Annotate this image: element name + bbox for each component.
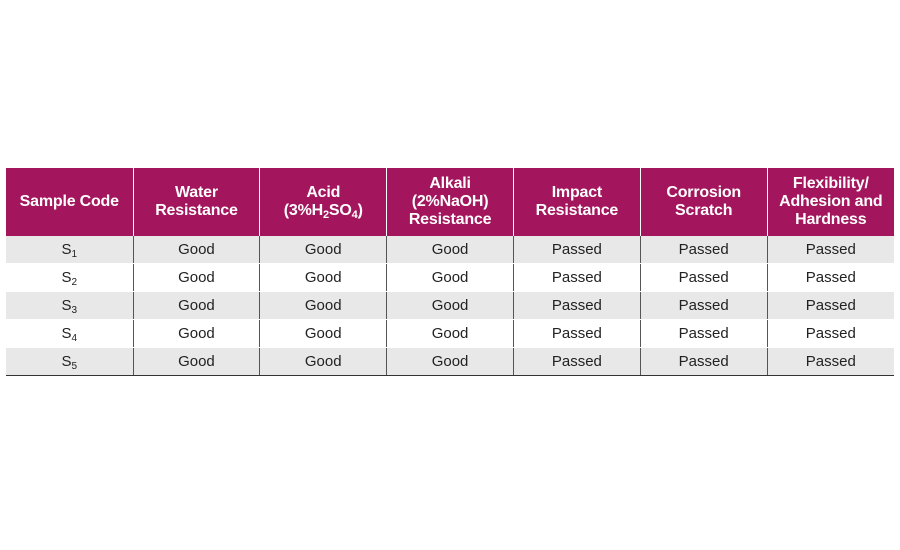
header-line: Adhesion and	[772, 193, 890, 211]
table-cell: Good	[259, 236, 387, 264]
header-text: Hardness	[795, 211, 867, 228]
table-cell: Good	[259, 347, 387, 376]
header-line: (3%H2SO4)	[264, 202, 382, 221]
table-cell: Passed	[512, 263, 641, 292]
table-cell: Passed	[766, 236, 894, 264]
table-cell: Passed	[639, 291, 768, 320]
table-cell: Good	[386, 263, 514, 292]
header-line: Resistance	[391, 211, 509, 229]
table-cell: Good	[386, 347, 514, 376]
table-body: S1 Good Good Good Passed Passed Passed S2 Good Go…	[6, 236, 894, 376]
table-cell: Passed	[512, 236, 641, 264]
table-cell: Passed	[639, 236, 768, 264]
table-cell: Passed	[512, 291, 641, 320]
header-text: SO	[328, 202, 352, 219]
header-subscript: 4	[351, 209, 358, 221]
results-table: Sample Code Water Resistance Acid (3%H2SO4) A…	[6, 168, 894, 376]
header-text: Resistance	[408, 211, 492, 228]
table-cell: Good	[386, 291, 514, 320]
sample-code-subscript: 5	[71, 361, 78, 372]
header-acid: Acid (3%H2SO4)	[259, 168, 387, 236]
header-text: Sample Code	[19, 193, 119, 210]
table-cell: Good	[259, 291, 387, 320]
table-row: S2 Good Good Good Passed Passed Passed	[6, 263, 894, 292]
table-cell: Passed	[766, 347, 894, 376]
table-cell: Good	[132, 319, 260, 348]
header-line: Resistance	[518, 202, 636, 220]
header-impact-resistance: Impact Resistance	[512, 168, 641, 236]
table-cell: Passed	[639, 347, 768, 376]
header-line: Flexibility/	[772, 175, 890, 193]
table-cell: Good	[259, 263, 387, 292]
header-text: Acid	[306, 184, 341, 201]
table-cell: Good	[132, 347, 260, 376]
table-cell: Good	[386, 236, 514, 264]
table-cell: Good	[386, 319, 514, 348]
table-cell: Passed	[512, 347, 641, 376]
header-line: Water	[138, 184, 256, 202]
header-text: )	[357, 202, 363, 219]
header-line: (2%NaOH)	[391, 193, 509, 211]
sample-code-text: S	[61, 325, 72, 342]
header-text: Flexibility/	[792, 175, 869, 192]
header-line: Scratch	[645, 202, 763, 220]
sample-code-subscript: 4	[71, 333, 78, 344]
table-row: S3 Good Good Good Passed Passed Passed	[6, 291, 894, 320]
sample-code-subscript: 3	[71, 305, 78, 316]
table-header: Sample Code Water Resistance Acid (3%H2SO4) A…	[6, 168, 894, 236]
header-subscript: 2	[323, 209, 329, 221]
header-text: (3%H	[283, 202, 323, 219]
sample-code-subscript: 1	[71, 249, 78, 260]
sample-code-text: S	[61, 241, 72, 258]
header-sample-code: Sample Code	[6, 168, 134, 236]
table-cell: Passed	[639, 319, 768, 348]
header-corrosion-scratch: Corrosion Scratch	[639, 168, 768, 236]
header-line: Hardness	[772, 211, 890, 229]
header-text: Scratch	[675, 202, 733, 219]
header-text: Alkali	[429, 175, 471, 192]
sample-code-cell: S5	[6, 347, 134, 376]
sample-code-cell: S1	[6, 236, 134, 264]
table-row: S1 Good Good Good Passed Passed Passed	[6, 236, 894, 264]
table-cell: Passed	[766, 319, 894, 348]
header-alkali-resistance: Alkali (2%NaOH) Resistance	[386, 168, 514, 236]
header-text: Water	[175, 184, 218, 201]
header-text: Resistance	[155, 202, 238, 219]
header-text: (2%NaOH)	[411, 193, 489, 210]
table-cell: Good	[132, 236, 260, 264]
header-line: Acid	[264, 184, 382, 202]
header-water-resistance: Water Resistance	[132, 168, 260, 236]
table-cell: Good	[259, 319, 387, 348]
sample-code-subscript: 2	[71, 277, 78, 288]
table-row: S5 Good Good Good Passed Passed Passed	[6, 347, 894, 376]
header-text: Adhesion and	[779, 193, 883, 210]
table-cell: Good	[132, 291, 260, 320]
header-text: Resistance	[535, 202, 619, 219]
table-cell: Passed	[766, 291, 894, 320]
table-row: S4 Good Good Good Passed Passed Passed	[6, 319, 894, 348]
table-cell: Passed	[512, 319, 641, 348]
header-line: Corrosion	[645, 184, 763, 202]
header-flexibility-adhesion-hardness: Flexibility/Adhesion and Hardness	[766, 168, 894, 236]
sample-code-text: S	[61, 353, 72, 370]
header-line: Impact	[518, 184, 636, 202]
sample-code-cell: S4	[6, 319, 134, 348]
sample-code-text: S	[61, 269, 72, 286]
sample-code-cell: S2	[6, 263, 134, 292]
header-line: Resistance	[138, 202, 256, 220]
header-row: Sample Code Water Resistance Acid (3%H2SO4) A…	[6, 168, 894, 236]
sample-code-cell: S3	[6, 291, 134, 320]
header-text: Impact	[551, 184, 603, 201]
table-cell: Good	[132, 263, 260, 292]
header-text: Corrosion	[666, 184, 742, 201]
sample-code-text: S	[61, 297, 72, 314]
table-cell: Passed	[766, 263, 894, 292]
table-cell: Passed	[639, 263, 768, 292]
header-line: Alkali	[391, 175, 509, 193]
